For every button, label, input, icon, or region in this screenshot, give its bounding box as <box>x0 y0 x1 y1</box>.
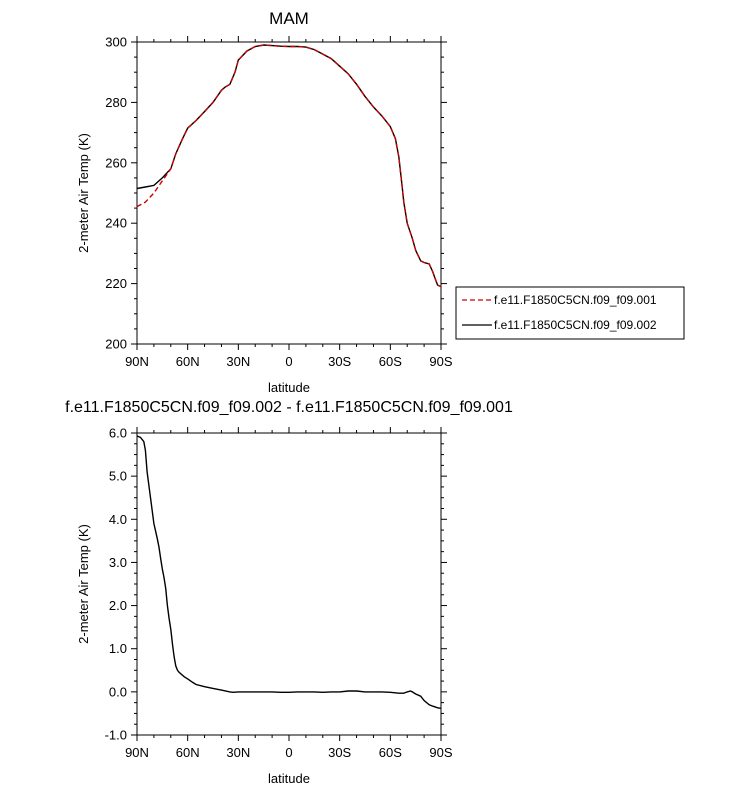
bottom-series-group <box>136 435 442 709</box>
bottom-y-tick-label: 4.0 <box>109 512 127 527</box>
bottom-x-tick-label: 90S <box>429 745 452 760</box>
top-series-group <box>136 44 442 288</box>
top-y-tick-label: 260 <box>105 155 127 170</box>
top-x-tick-label: 0 <box>285 354 292 369</box>
bottom-chart-title: f.e11.F1850C5CN.f09_f09.002 - f.e11.F185… <box>65 399 513 416</box>
top-y-tick-label: 280 <box>105 95 127 110</box>
legend-box <box>455 286 685 340</box>
top-y-tick-label: 200 <box>105 337 127 352</box>
top-x-tick-label: 30N <box>226 354 250 369</box>
bottom-y-tick-label: 2.0 <box>109 598 127 613</box>
top-y-tick-label: 240 <box>105 216 127 231</box>
top-x-tick-label: 90N <box>125 354 149 369</box>
bottom-x-tick-label: 0 <box>285 745 292 760</box>
top-x-tick-label: 60N <box>176 354 200 369</box>
bottom-y-axis-label: 2-meter Air Temp (K) <box>76 524 91 644</box>
bottom-x-tick-label: 30N <box>226 745 250 760</box>
bottom-y-tick-label: 1.0 <box>109 641 127 656</box>
top-x-axis-label: latitude <box>268 380 310 395</box>
bottom-x-axis-label: latitude <box>268 771 310 786</box>
bottom-x-tick-label: 60N <box>176 745 200 760</box>
bottom-x-axis: 90N 60N 30N 0 30S 60S 90S <box>125 427 453 760</box>
bottom-y-tick-label: 0.0 <box>109 684 127 699</box>
top-x-tick-label: 90S <box>429 354 452 369</box>
bottom-y-tick-label: 5.0 <box>109 469 127 484</box>
top-y-axis: 200 220 240 260 280 300 <box>105 35 447 352</box>
legend-label-series-1: f.e11.F1850C5CN.f09_f09.001 <box>494 293 657 307</box>
bottom-x-tick-label: 30S <box>328 745 351 760</box>
legend-label-series-2: f.e11.F1850C5CN.f09_f09.002 <box>494 318 657 332</box>
bottom-chart: f.e11.F1850C5CN.f09_f09.002 - f.e11.F185… <box>65 399 513 786</box>
top-chart-title: MAM <box>269 9 309 28</box>
top-y-axis-label: 2-meter Air Temp (K) <box>76 133 91 253</box>
bottom-y-tick-label: 3.0 <box>109 555 127 570</box>
top-series-line-2 <box>136 44 442 288</box>
bottom-y-tick-label: -1.0 <box>105 728 127 743</box>
top-plot-frame <box>136 41 442 345</box>
top-x-axis: 90N 60N 30N 0 30S 60S 90S <box>125 36 453 369</box>
top-x-tick-label: 30S <box>328 354 351 369</box>
bottom-x-tick-label: 90N <box>125 745 149 760</box>
top-series-line-1 <box>136 44 442 288</box>
bottom-series-line-1 <box>136 435 442 709</box>
legend: f.e11.F1850C5CN.f09_f09.001 f.e11.F1850C… <box>455 286 685 340</box>
bottom-plot-frame <box>136 432 442 736</box>
top-y-tick-label: 300 <box>105 35 127 50</box>
bottom-x-tick-label: 60S <box>379 745 402 760</box>
top-x-tick-label: 60S <box>379 354 402 369</box>
top-y-tick-label: 220 <box>105 276 127 291</box>
bottom-y-axis: -1.0 0.0 1.0 2.0 3.0 4.0 5.0 6.0 <box>105 426 447 743</box>
bottom-y-tick-label: 6.0 <box>109 426 127 441</box>
